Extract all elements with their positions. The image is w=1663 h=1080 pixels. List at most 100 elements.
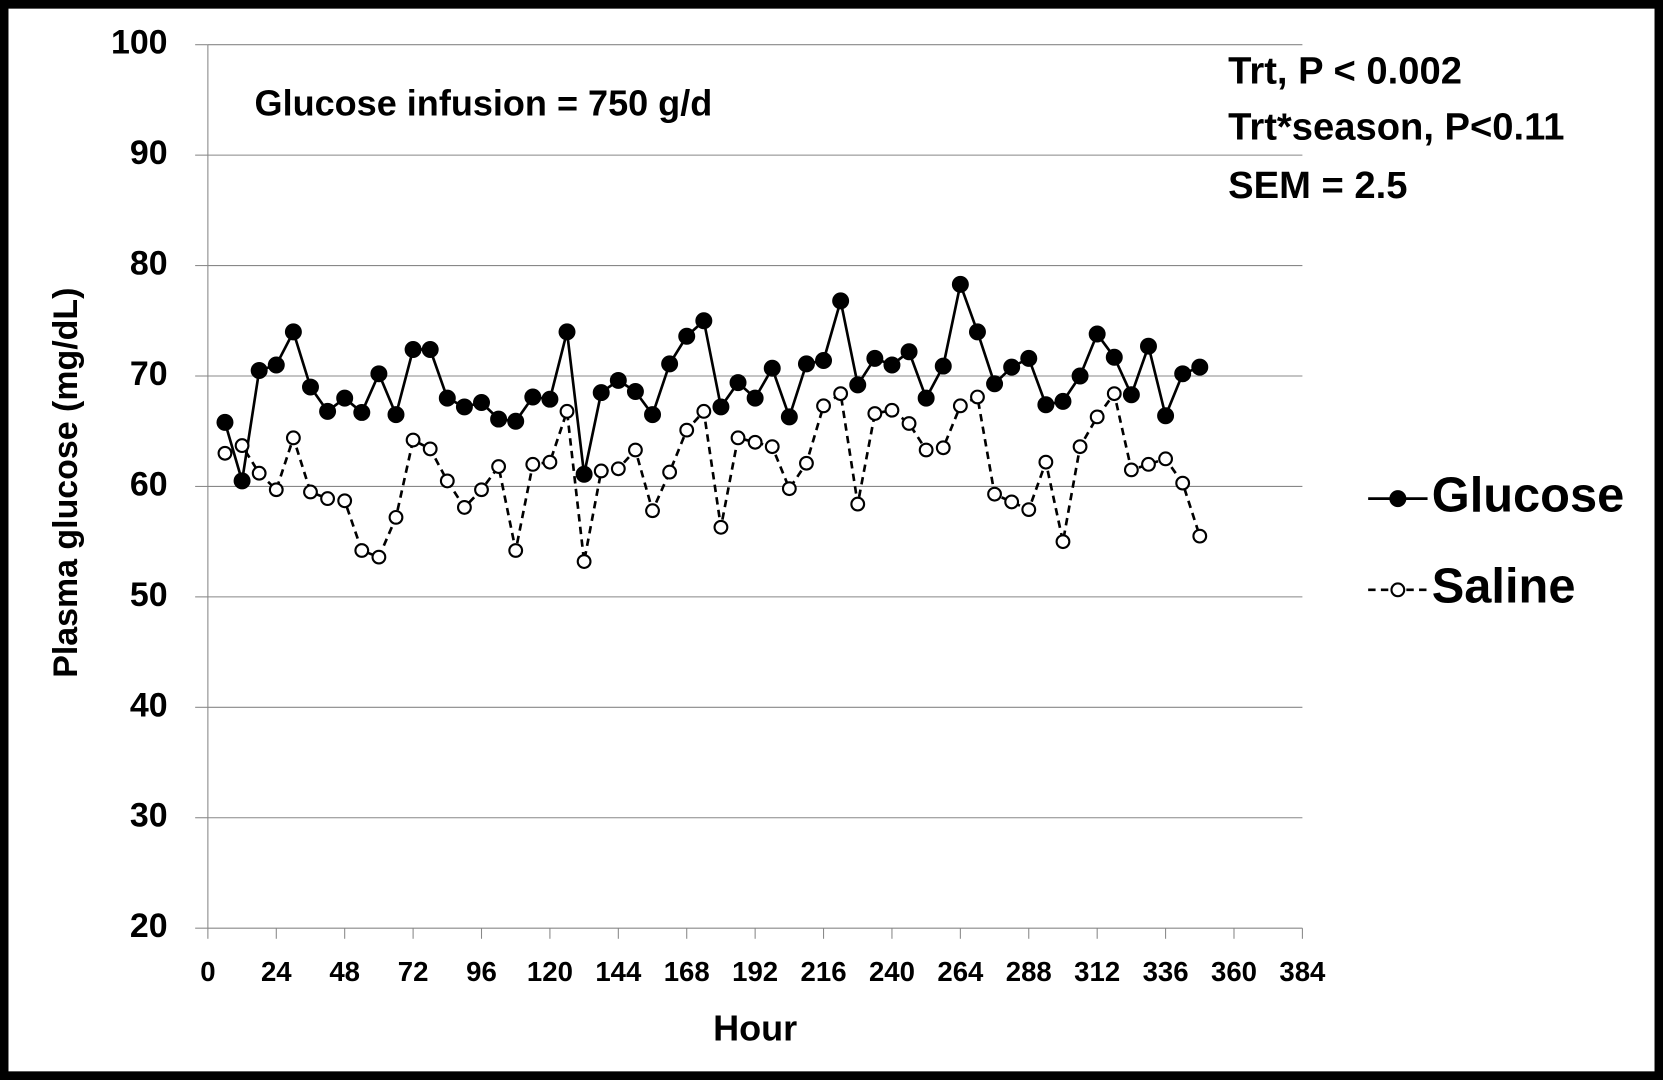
data-point [712,398,730,416]
data-point [559,403,575,419]
data-point [696,403,712,419]
x-tick-label: 48 [329,956,360,987]
data-point [729,374,747,392]
data-point [575,465,593,483]
data-point [593,463,609,479]
data-point [986,375,1004,393]
data-point [678,327,696,345]
data-point [216,413,234,431]
data-point [422,441,438,457]
data-point [968,323,986,341]
data-point [1141,456,1156,472]
data-point [525,456,541,472]
x-tick-label: 168 [664,956,710,987]
x-tick-label: 264 [937,956,984,987]
x-tick-label: 24 [261,956,292,987]
data-point [507,412,525,430]
data-point [284,323,302,341]
annotation: Glucose infusion = 750 g/d [255,83,713,124]
data-point [1088,325,1106,343]
data-point [987,486,1002,502]
data-point [285,430,301,446]
data-point [866,349,884,367]
legend-marker [1390,582,1406,598]
data-point [1038,454,1054,470]
data-point [1158,451,1174,467]
data-point [404,341,422,358]
data-point [319,402,337,420]
data-point [387,406,405,424]
data-point [951,275,969,293]
data-point [746,389,764,407]
data-point [679,422,695,438]
x-tick-label: 360 [1211,956,1257,987]
y-tick-label: 40 [130,686,168,724]
legend-label: Saline [1432,560,1576,614]
data-point [542,454,558,470]
data-point [1072,439,1088,455]
data-point [353,403,371,421]
data-point [764,439,780,455]
data-point [233,472,251,490]
series-line [224,390,1202,562]
data-point [1089,409,1105,425]
data-point [1055,534,1071,550]
data-point [867,406,883,421]
data-point [234,438,250,454]
y-tick-label: 20 [130,907,168,945]
data-point [388,509,404,525]
data-point [337,493,353,509]
data-point [439,473,455,489]
data-point [354,543,370,558]
data-point [747,434,763,450]
data-point [455,398,473,416]
data-point [267,356,285,374]
y-tick-label: 60 [130,465,168,503]
data-point [371,549,387,565]
data-point [1122,386,1140,404]
data-point [901,416,917,431]
data-point [713,519,729,535]
x-tick-label: 144 [595,956,642,987]
x-tick-label: 192 [732,956,778,987]
x-tick-label: 96 [466,956,497,987]
data-point [815,352,833,370]
data-point [645,503,660,519]
data-point [730,430,746,446]
data-point [781,481,797,497]
y-tick-label: 80 [130,245,168,283]
y-tick-label: 100 [111,24,168,62]
x-tick-label: 240 [869,956,915,987]
data-point [661,355,679,373]
data-point [491,459,507,474]
data-point [917,389,935,407]
data-point [576,554,592,569]
data-point [832,292,850,310]
data-point [1021,502,1037,518]
data-point [1139,337,1157,355]
data-point [541,390,559,408]
data-point [558,323,576,341]
data-point [935,440,951,456]
data-point [303,484,318,500]
data-point [952,398,968,414]
data-point [268,482,284,498]
data-point [320,491,336,507]
y-tick-label: 30 [130,797,168,835]
data-point [1175,475,1191,491]
data-point [797,355,815,373]
data-point [1071,367,1089,385]
x-tick-label: 336 [1143,956,1189,987]
data-point [849,376,867,394]
data-point [508,543,524,558]
x-tick-label: 312 [1074,956,1120,987]
background [8,8,1655,1072]
data-point [816,398,831,414]
y-axis-label: Plasma glucose (mg/dL) [47,288,85,678]
data-point [1123,462,1139,478]
data-point [609,371,627,389]
data-point [1106,386,1122,402]
data-point [970,389,985,405]
data-point [883,356,901,374]
